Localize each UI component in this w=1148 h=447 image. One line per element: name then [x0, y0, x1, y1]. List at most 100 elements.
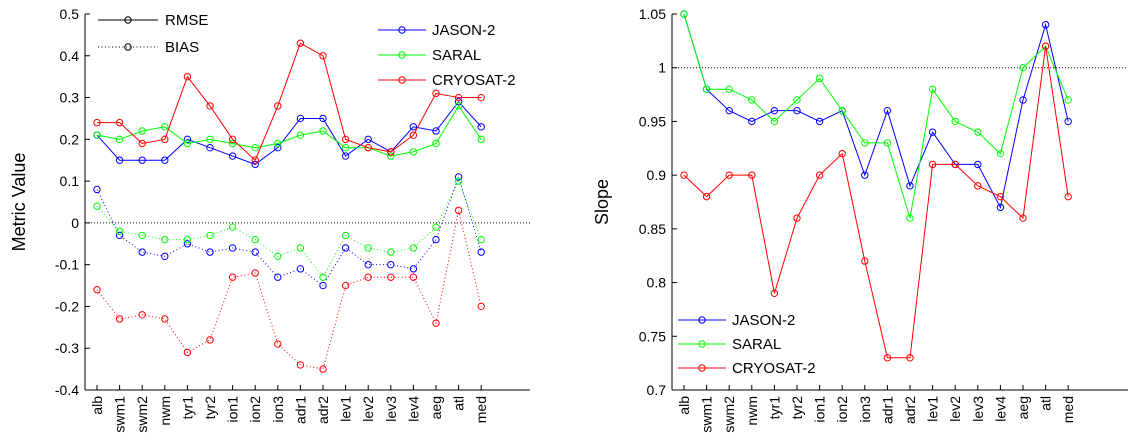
data-point: [838, 149, 846, 158]
x-tick-label: swm1: [112, 396, 128, 433]
data-point: [251, 269, 259, 277]
x-tick-label: ion1: [812, 396, 828, 423]
y-tick-label: 0.2: [60, 131, 80, 147]
x-tick-label: adr1: [292, 396, 308, 424]
y-tick-label: 1.05: [639, 6, 666, 22]
data-point: [409, 273, 418, 281]
chart-1: -0.4 -0.3 -0.2 -0.1 0 0.1 0.2 0.3 0.4 0.5 alb swm1 s…: [9, 6, 530, 433]
x-tick-label: atl: [451, 396, 467, 411]
data-point: [319, 365, 327, 373]
data-point: [206, 248, 214, 256]
data-point: [274, 340, 282, 348]
x-tick-label: adr1: [879, 396, 895, 424]
style-legend-marker: [124, 43, 132, 51]
x-tick-label: tyr2: [789, 396, 805, 420]
legend-marker: [698, 364, 706, 372]
y-tick-label: 0.9: [647, 167, 667, 183]
data-point: [183, 72, 192, 81]
x-tick-label: aeg: [428, 396, 444, 419]
y-tick-label: 0.7: [647, 382, 667, 398]
y-tick-label: 0.4: [60, 48, 80, 64]
data-point: [1041, 42, 1050, 50]
data-point: [1064, 117, 1072, 126]
x-tick-label: ion3: [270, 396, 286, 423]
y-tick-label: 0.8: [647, 275, 667, 291]
data-point: [432, 127, 440, 135]
data-point: [477, 135, 485, 144]
style-legend-label: RMSE: [165, 12, 208, 29]
data-point: [861, 257, 869, 265]
data-point: [319, 52, 327, 60]
x-tick-label: lev3: [383, 396, 399, 422]
data-point: [206, 336, 214, 344]
x-tick-label: nwm: [157, 396, 173, 426]
data-point: [883, 106, 892, 115]
series-line: [97, 42, 482, 162]
series-line: [96, 100, 482, 165]
legend-label: SARAL: [732, 336, 781, 353]
data-point: [906, 182, 914, 190]
x-tick-label: adr2: [315, 396, 331, 424]
data-point: [274, 273, 282, 281]
x-tick-label: ion1: [225, 396, 241, 423]
data-point: [206, 231, 214, 240]
data-point: [387, 260, 395, 269]
data-point: [228, 273, 237, 281]
data-point: [432, 139, 440, 148]
legend-marker: [698, 340, 706, 348]
series-cryosat-2-rmse: [93, 39, 485, 164]
data-point: [138, 311, 146, 319]
x-tick-label: lev4: [992, 396, 1008, 422]
data-point: [115, 315, 124, 323]
legend-label: JASON-2: [432, 22, 495, 39]
data-point: [409, 265, 418, 273]
data-point: [906, 354, 914, 362]
x-tick-label: atl: [1038, 396, 1054, 411]
x-tick-label: ion2: [834, 396, 850, 423]
legend-label: JASON-2: [732, 312, 795, 329]
data-point: [341, 244, 350, 252]
data-point: [161, 123, 169, 131]
data-point: [454, 98, 463, 106]
data-point: [296, 39, 305, 47]
data-point: [206, 102, 214, 110]
data-point: [228, 135, 237, 144]
data-point: [161, 135, 169, 144]
legend-marker: [698, 316, 706, 324]
data-point: [319, 127, 327, 135]
data-point: [928, 128, 937, 136]
data-point: [138, 127, 146, 135]
series-line: [683, 13, 1069, 209]
x-tick-label: aeg: [1015, 396, 1031, 419]
y-tick-label: -0.4: [55, 382, 79, 398]
data-point: [702, 192, 711, 201]
data-point: [364, 135, 372, 144]
data-point: [387, 148, 395, 156]
data-point: [432, 223, 440, 231]
x-tick-label: adr2: [902, 396, 918, 424]
series-line: [683, 46, 1069, 359]
data-point: [996, 203, 1005, 212]
data-point: [296, 114, 305, 123]
y-tick-label: 0.5: [60, 6, 80, 22]
y-tick-label: 0.1: [60, 173, 80, 189]
data-point: [748, 96, 756, 104]
data-point: [228, 223, 237, 231]
data-point: [161, 235, 169, 244]
x-tick-label: med: [473, 396, 489, 423]
data-point: [251, 143, 259, 152]
data-point: [409, 123, 418, 131]
y-tick-label: -0.1: [55, 257, 79, 273]
data-point: [183, 135, 192, 144]
data-point: [996, 149, 1005, 158]
series-line: [683, 13, 1069, 219]
data-point: [115, 135, 124, 144]
style-legend-marker: [124, 16, 132, 24]
data-point: [251, 235, 259, 244]
y-tick-label: 1: [658, 60, 666, 76]
data-point: [93, 185, 101, 194]
data-point: [725, 106, 733, 115]
data-point: [115, 118, 124, 127]
data-point: [974, 160, 982, 169]
